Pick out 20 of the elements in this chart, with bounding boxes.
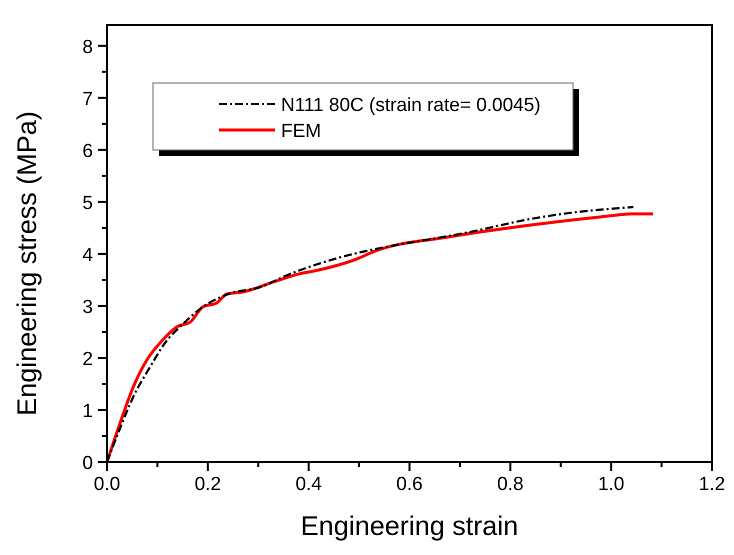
x-tick-label: 0.0: [94, 474, 120, 495]
y-axis-title: Engineering stress (MPa): [12, 111, 42, 416]
x-tick-label: 0.2: [194, 474, 222, 495]
legend-label: FEM: [281, 121, 322, 142]
y-tick-label: 8: [82, 36, 93, 58]
y-tick-label: 2: [82, 348, 93, 370]
x-tick-label: 1.0: [598, 474, 624, 495]
x-tick-label: 1.2: [698, 474, 726, 495]
y-tick-label: 7: [82, 88, 93, 110]
y-tick-label: 4: [82, 244, 94, 266]
y-tick-label: 0: [82, 453, 93, 474]
y-tick-label: 1: [82, 400, 93, 422]
x-tick-label: 0.6: [396, 474, 423, 495]
x-tick-label: 0.8: [497, 474, 524, 495]
x-tick-label: 0.4: [295, 474, 322, 495]
y-tick-label: 3: [82, 296, 93, 318]
legend-label: N111 80C (strain rate= 0.0045): [281, 95, 541, 116]
x-axis-title: Engineering strain: [300, 511, 518, 541]
y-tick-label: 5: [82, 192, 93, 214]
y-tick-label: 6: [82, 140, 93, 162]
